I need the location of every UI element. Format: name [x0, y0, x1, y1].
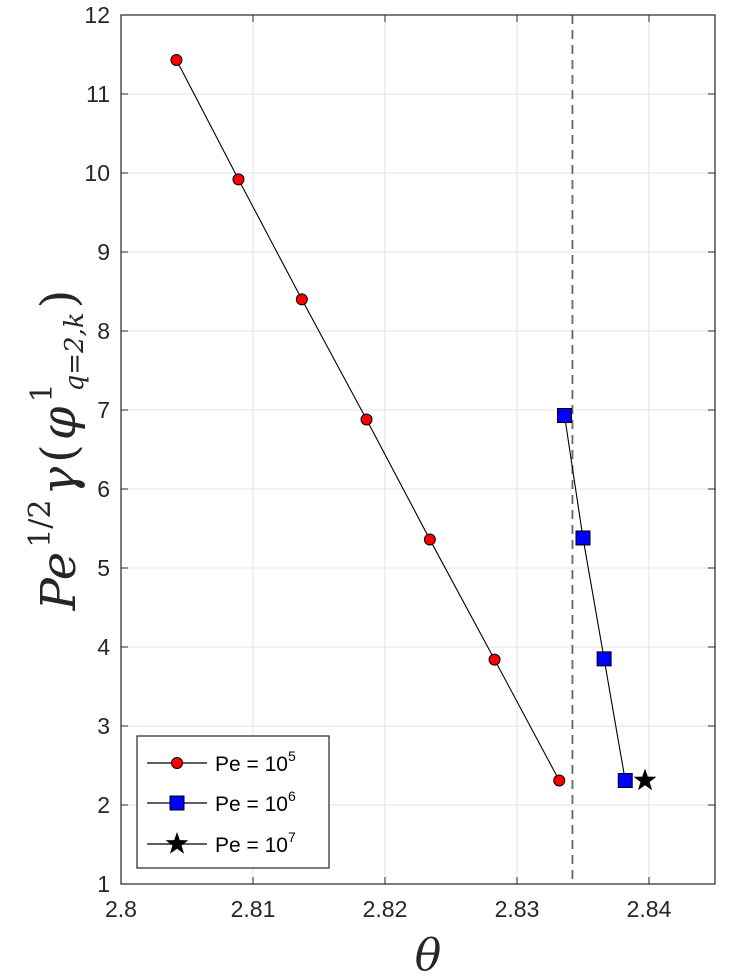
y-label-phi-superscript: 1 — [25, 383, 60, 402]
series-square — [557, 408, 633, 789]
y-tick-label: 8 — [97, 318, 110, 344]
legend: Pe = 105 Pe = 106 Pe = 107 — [136, 735, 330, 869]
legend-entry-pe-1e5: Pe = 105 — [147, 748, 296, 776]
series-circle — [170, 54, 566, 787]
legend-marker-square — [169, 795, 185, 811]
y-tick-label: 2 — [97, 792, 110, 818]
data-point-circle — [553, 774, 566, 787]
legend-label-pe-1e5: Pe = 105 — [215, 748, 296, 776]
data-point-star — [633, 768, 657, 791]
y-tick-label: 10 — [84, 160, 110, 186]
legend-label-pe-1e6: Pe = 106 — [215, 788, 296, 816]
legend-marker-star — [165, 832, 189, 854]
legend-entry-pe-1e6: Pe = 106 — [147, 788, 296, 816]
y-tick-label: 11 — [86, 81, 110, 107]
y-tick-label: 4 — [97, 634, 110, 660]
series-star — [633, 768, 657, 791]
y-label-exponent: 1/2 — [23, 500, 58, 548]
y-label-phi-subscript: q=2,k — [60, 312, 90, 391]
ticks — [120, 14, 715, 885]
data-point-circle — [423, 533, 436, 546]
data-point-square — [575, 530, 591, 546]
y-tick-label: 5 — [97, 555, 110, 581]
y-tick-label: 12 — [84, 2, 110, 28]
legend-entry-pe-1e7: Pe = 107 — [147, 829, 296, 857]
y-tick-label: 3 — [97, 713, 110, 739]
y-tick-label: 1 — [97, 871, 110, 897]
y-tick-label: 6 — [97, 476, 110, 502]
data-point-circle — [232, 173, 245, 186]
y-label-close-paren: ) — [31, 290, 87, 309]
x-tick-label: 2.8 — [105, 896, 137, 922]
legend-marker-circle — [171, 757, 183, 769]
x-tick-labels: 2.8 2.81 2.82 2.83 2.84 — [105, 896, 672, 922]
y-tick-label: 7 — [97, 397, 110, 423]
y-label-phi: φ — [31, 406, 87, 440]
legend-box — [136, 735, 330, 869]
data-point-circle — [488, 653, 501, 666]
y-label-open-paren: ( — [31, 444, 87, 463]
data-point-square — [557, 408, 573, 424]
x-tick-label: 2.82 — [363, 896, 408, 922]
x-tick-label: 2.81 — [231, 896, 276, 922]
y-label-function: γ — [31, 467, 87, 496]
series-layer — [170, 54, 657, 791]
data-point-circle — [295, 293, 308, 306]
data-point-circle — [170, 54, 183, 67]
y-axis-label: Pe 1/2 γ ( φ 1 q=2,k ) — [23, 290, 90, 612]
x-tick-label: 2.84 — [627, 896, 672, 922]
data-point-square — [617, 773, 633, 789]
y-tick-label: 9 — [97, 239, 110, 265]
data-point-square — [596, 651, 612, 667]
data-point-circle — [360, 413, 373, 426]
legend-label-pe-1e7: Pe = 107 — [215, 829, 296, 857]
x-tick-label: 2.83 — [495, 896, 540, 922]
series-line — [563, 415, 626, 781]
svg-text:Pe 1/2 γ (: Pe 1/2 γ ( φ 1 q=2,k ) — [23, 290, 90, 612]
y-label-base: Pe — [31, 552, 87, 612]
plot-frame — [120, 14, 716, 885]
x-axis-label: θ — [415, 930, 442, 980]
